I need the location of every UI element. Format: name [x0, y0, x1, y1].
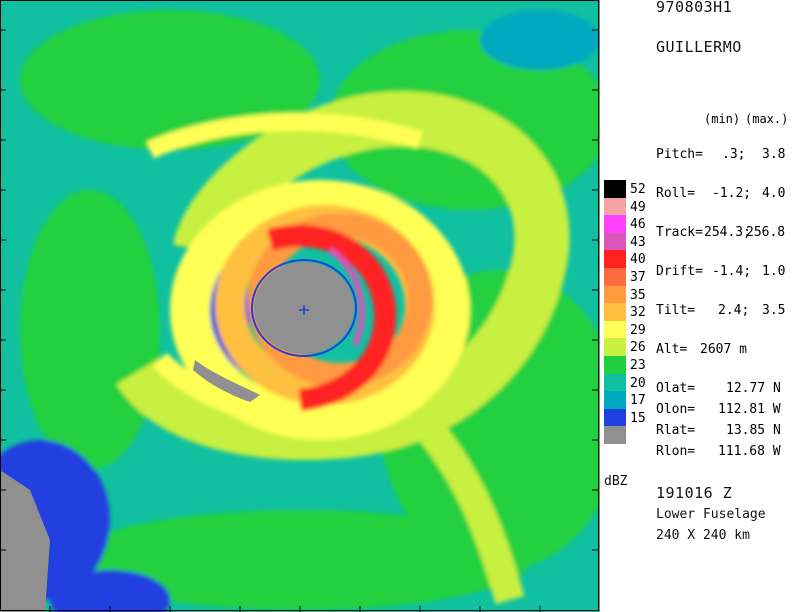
legend-swatch — [604, 215, 626, 233]
legend-swatch — [604, 180, 626, 198]
flight-id: 970803H1 — [656, 0, 733, 16]
legend-entry: 29 — [604, 320, 654, 339]
legend-swatch — [604, 426, 626, 444]
tilt-label: Tilt= — [656, 303, 696, 318]
legend-value: 23 — [630, 357, 646, 373]
legend-value: 32 — [630, 305, 646, 321]
legend-entry: 52 — [604, 180, 654, 198]
legend-entry: 49 — [604, 197, 654, 216]
drift-label: Drift= — [656, 264, 703, 279]
observation-time: 191016 Z — [656, 484, 733, 502]
pitch-max: 3.8 — [762, 147, 786, 162]
legend-swatch — [604, 250, 626, 268]
radar-reflectivity-image — [0, 0, 600, 612]
tilt-min: 2.4; — [718, 303, 750, 318]
legend-swatch — [604, 267, 626, 286]
legend-swatch — [604, 338, 626, 356]
legend-swatch — [604, 285, 626, 304]
legend-entry: 17 — [604, 391, 654, 409]
track-max: 256.8 — [746, 225, 786, 240]
roll-max: 4.0 — [762, 186, 786, 201]
legend-entry: 23 — [604, 355, 654, 374]
legend-swatch — [604, 391, 626, 409]
legend-value: 29 — [630, 322, 646, 338]
track-min: 254.3; — [704, 225, 751, 240]
legend-unit: dBZ — [604, 474, 628, 489]
legend-value: 17 — [630, 393, 646, 409]
olon-value: 112.81 W — [718, 402, 781, 417]
legend-entry: 37 — [604, 267, 654, 286]
no-data-region — [0, 470, 50, 612]
min-header: (min) — [704, 112, 741, 126]
legend-value: 26 — [630, 340, 646, 356]
antenna-label: Lower Fuselage — [656, 507, 766, 522]
max-header: (max.) — [745, 112, 789, 126]
rlon-label: Rlon= — [656, 444, 696, 459]
legend-value: 15 — [630, 410, 646, 426]
olat-value: 12.77 N — [726, 381, 781, 396]
legend-value: 35 — [630, 287, 646, 303]
pitch-label: Pitch= — [656, 147, 703, 162]
legend-value: 52 — [630, 182, 646, 197]
legend-entry: 32 — [604, 303, 654, 321]
legend-value: 40 — [630, 252, 646, 268]
drift-max: 1.0 — [762, 264, 786, 279]
legend-swatch — [604, 408, 626, 427]
rlon-value: 111.68 W — [718, 444, 781, 459]
legend-value: 37 — [630, 269, 646, 285]
pitch-min: .3; — [722, 147, 746, 162]
legend-swatch — [604, 320, 626, 339]
olon-label: Olon= — [656, 402, 696, 417]
roll-label: Roll= — [656, 186, 696, 201]
legend-swatch — [604, 373, 626, 392]
legend-swatch — [604, 232, 626, 251]
legend-entry: 35 — [604, 285, 654, 304]
legend-entry: 40 — [604, 250, 654, 268]
legend-entry: 15 — [604, 408, 654, 427]
track-label: Track= — [656, 225, 703, 240]
rlat-value: 13.85 N — [726, 423, 781, 438]
frame-ticks — [0, 29, 598, 612]
legend-entry: 20 — [604, 373, 654, 392]
tilt-max: 3.5 — [762, 303, 786, 318]
legend-value: 49 — [630, 199, 646, 215]
legend-swatch — [604, 355, 626, 374]
legend-value: 20 — [630, 375, 646, 391]
rlat-label: Rlat= — [656, 423, 696, 438]
alt-value: 2607 m — [700, 342, 747, 357]
legend-value: 46 — [630, 217, 646, 233]
legend-value: 43 — [630, 234, 646, 250]
storm-name: GUILLERMO — [656, 38, 742, 56]
legend-swatch — [604, 303, 626, 321]
legend-entry — [604, 426, 654, 444]
alt-label: Alt= — [656, 342, 688, 357]
legend-entry: 46 — [604, 215, 654, 233]
roll-min: -1.2; — [712, 186, 752, 201]
center-marker — [299, 305, 309, 315]
color-legend: 52 49 46 43 40 37 35 32 29 26 23 20 17 15 — [604, 180, 654, 444]
legend-entry: 43 — [604, 232, 654, 251]
olat-label: Olat= — [656, 381, 696, 396]
drift-min: -1.4; — [712, 264, 752, 279]
legend-swatch — [604, 197, 626, 216]
domain-size: 240 X 240 km — [656, 528, 750, 543]
legend-entry: 26 — [604, 338, 654, 356]
